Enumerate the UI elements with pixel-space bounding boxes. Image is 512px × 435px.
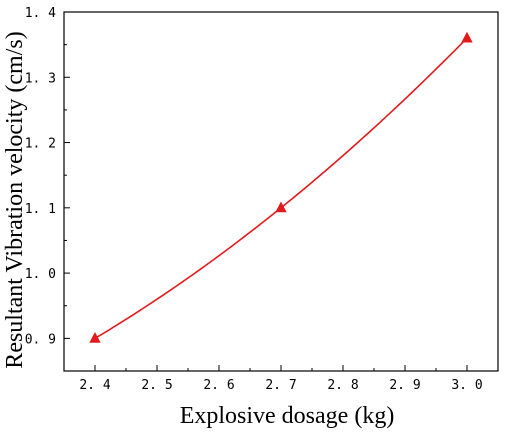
data-point-triangle [275,201,287,213]
x-tick-label: 3. 0 [451,378,482,393]
series-line [94,37,468,340]
data-point-triangle [461,31,473,43]
x-axis-title: Explosive dosage (kg) [180,403,395,429]
x-axis: 2. 4 2. 5 2. 6 2. 7 2. 8 2. 9 3. 0 [79,365,483,393]
data-point-triangle [89,332,101,343]
y-tick-label: 1. 2 [25,137,56,152]
y-tick-label: 1. 1 [25,202,56,217]
x-tick-label: 2. 7 [265,378,296,393]
y-tick-label: 1. 3 [25,71,56,86]
y-tick-label: 1. 4 [25,6,56,21]
x-tick-label: 2. 9 [389,378,420,393]
series-group [89,31,473,343]
y-tick-label: 0. 9 [25,332,56,347]
x-tick-label: 2. 4 [79,378,110,393]
x-tick-label: 2. 6 [203,378,234,393]
y-axis: 0. 9 1. 0 1. 1 1. 2 1. 3 1. 4 [25,6,70,347]
y-tick-label: 1. 0 [25,267,56,282]
y-axis-title: Resultant Vibration velocity (cm/s) [2,31,28,368]
x-tick-label: 2. 8 [327,378,358,393]
x-tick-label: 2. 5 [141,378,172,393]
